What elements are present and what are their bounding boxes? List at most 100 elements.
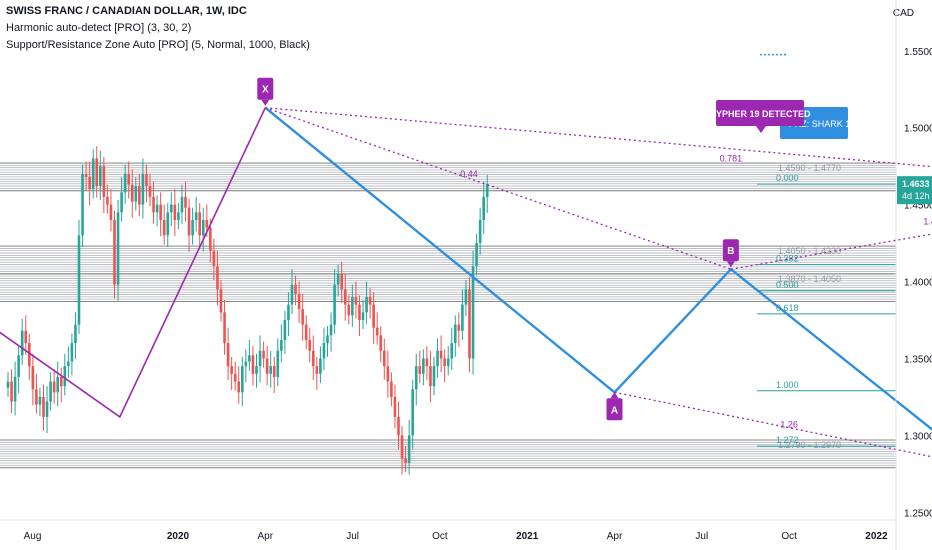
- candle-body: [59, 376, 63, 387]
- candle-body: [485, 184, 489, 197]
- candle-body: [414, 366, 418, 390]
- candle-body: [368, 296, 372, 305]
- point-marker-tip: [726, 261, 735, 268]
- candle-body: [432, 366, 436, 387]
- candle-body: [13, 376, 17, 402]
- y-tick-label: 1.4500: [904, 201, 932, 212]
- detected-box: [716, 100, 804, 126]
- candle-body: [265, 358, 269, 374]
- sr-zone-label: 1.2790 - 1.2970: [778, 440, 841, 450]
- candle-body: [180, 196, 184, 213]
- point-marker-a: [606, 398, 623, 421]
- candle-body: [454, 324, 457, 344]
- point-marker-x: [257, 77, 274, 100]
- point-label-b: B: [727, 246, 734, 257]
- candle-body: [42, 396, 45, 417]
- x-tick-label: Apr: [607, 531, 623, 542]
- candle-body: [109, 204, 113, 220]
- candle-body: [74, 324, 77, 344]
- candle-body: [130, 184, 134, 202]
- candle-body: [106, 196, 109, 205]
- candle-body: [184, 196, 187, 208]
- indicator-harmonic-label[interactable]: Harmonic auto-detect [PRO] (3, 30, 2): [6, 22, 192, 34]
- candle-body: [17, 355, 20, 377]
- candle-body: [20, 330, 24, 356]
- candle-body: [88, 176, 91, 190]
- candle-body: [248, 355, 251, 362]
- candle-body: [386, 366, 390, 382]
- currency-label: CAD: [892, 8, 914, 19]
- candle-body: [319, 358, 322, 374]
- y-tick-label: 1.4000: [904, 278, 932, 289]
- candle-body: [123, 173, 127, 193]
- candle-body: [35, 389, 38, 405]
- point-label-a: A: [611, 405, 618, 416]
- candle-body: [308, 340, 312, 351]
- candle-body: [141, 173, 145, 205]
- candle-body: [365, 296, 368, 313]
- candle-body: [375, 327, 379, 336]
- candle-body: [10, 381, 13, 402]
- candle-body: [290, 284, 294, 305]
- x-tick-label: Oct: [432, 531, 448, 542]
- chart-title[interactable]: SWISS FRANC / CANADIAN DOLLAR, 1W, IDC: [6, 5, 247, 17]
- candle-body: [425, 358, 429, 367]
- ratio-label: 0.44: [460, 169, 478, 179]
- candle-body: [24, 330, 28, 344]
- candle-body: [418, 366, 422, 374]
- candle-body: [63, 366, 67, 387]
- indicator-sr-zone-label[interactable]: Support/Resistance Zone Auto [PRO] (5, N…: [6, 39, 310, 51]
- candle-body: [81, 173, 84, 236]
- y-tick-label: 1.2500: [904, 508, 932, 519]
- candle-body: [166, 212, 170, 236]
- candle-body: [177, 212, 180, 220]
- x-tick-label: Apr: [258, 531, 274, 542]
- detected-label: CYPHER 19 DETECTED: [709, 109, 811, 119]
- candle-body: [244, 361, 248, 367]
- candle-body: [294, 284, 297, 294]
- candle-body: [49, 381, 52, 402]
- candle-body: [304, 324, 308, 340]
- candle-body: [67, 361, 70, 367]
- candle-body: [439, 350, 443, 359]
- y-tick-label: 1.3000: [904, 431, 932, 442]
- candle-body: [379, 335, 383, 351]
- sr-zone-label: 1.4050 - 1.4230: [778, 246, 841, 256]
- candle-body: [468, 289, 471, 359]
- candle-body: [372, 304, 375, 328]
- harmonic-pattern: [0, 53, 932, 458]
- ratio-dotted-line: [265, 107, 732, 270]
- fib-level-label: 0.618: [776, 303, 799, 313]
- candle-body: [258, 350, 262, 367]
- candle-body: [233, 373, 237, 382]
- candle-body: [354, 296, 358, 305]
- x-tick-label: Aug: [24, 531, 42, 542]
- detected-box-tip: [756, 126, 766, 133]
- candle-body: [216, 266, 219, 290]
- candle-body: [457, 324, 461, 331]
- candle-body: [343, 289, 347, 305]
- candle-body: [138, 186, 141, 205]
- candle-body: [219, 289, 223, 313]
- candle-body: [152, 196, 155, 213]
- candle-body: [315, 366, 319, 374]
- candle-body: [31, 366, 35, 390]
- candle-body: [446, 358, 450, 367]
- candle-body: [28, 343, 31, 367]
- candle-body: [301, 309, 304, 325]
- candle-body: [443, 358, 446, 367]
- candle-body: [84, 173, 88, 177]
- candle-body: [99, 166, 102, 187]
- candle-body: [280, 340, 283, 351]
- candle-body: [255, 366, 258, 374]
- candle-body: [145, 173, 148, 187]
- candle-body: [404, 458, 407, 464]
- candle-body: [162, 220, 166, 236]
- x-tick-label: 2020: [167, 531, 190, 542]
- candle-body: [269, 366, 272, 374]
- candle-body: [38, 396, 42, 405]
- candle-body: [241, 366, 244, 393]
